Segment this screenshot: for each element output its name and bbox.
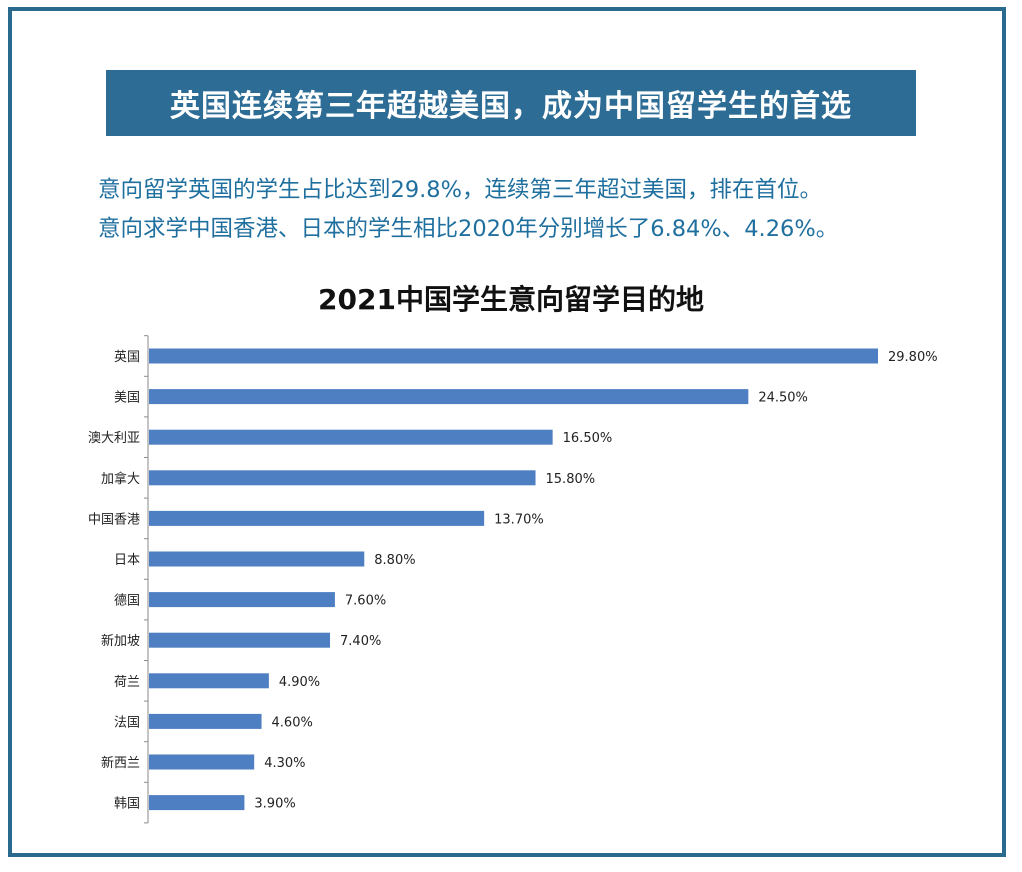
data-label: 4.60% bbox=[272, 715, 313, 730]
bar-1 bbox=[149, 389, 749, 405]
bar-3 bbox=[149, 470, 536, 486]
category-label: 中国香港 bbox=[88, 512, 140, 527]
bar-7 bbox=[149, 632, 331, 648]
category-label: 日本 bbox=[114, 553, 140, 568]
data-label: 29.80% bbox=[888, 350, 938, 365]
data-label: 7.60% bbox=[345, 594, 386, 609]
category-label: 英国 bbox=[114, 350, 140, 365]
data-label: 13.70% bbox=[494, 512, 544, 527]
category-label: 韩国 bbox=[114, 797, 140, 812]
bar-2 bbox=[149, 429, 553, 445]
category-label: 法国 bbox=[114, 715, 140, 730]
category-label: 德国 bbox=[114, 594, 140, 609]
bar-4 bbox=[149, 510, 485, 526]
data-label: 15.80% bbox=[546, 472, 596, 487]
subtitle-line-1: 意向留学英国的学生占比达到29.8%，连续第三年超过美国，排在首位。 bbox=[98, 177, 822, 203]
bar-8 bbox=[149, 673, 269, 689]
category-label: 新加坡 bbox=[101, 633, 140, 649]
data-label: 4.30% bbox=[264, 756, 305, 771]
data-label: 4.90% bbox=[279, 675, 320, 690]
chart-title: 2021中国学生意向留学目的地 bbox=[318, 283, 704, 316]
subtitle-line-2: 意向求学中国香港、日本的学生相比2020年分别增长了6.84%、4.26%。 bbox=[98, 216, 839, 242]
data-label: 16.50% bbox=[563, 431, 613, 446]
category-label: 美国 bbox=[114, 391, 140, 406]
data-label: 24.50% bbox=[758, 391, 808, 406]
data-label: 3.90% bbox=[254, 797, 295, 812]
bar-5 bbox=[149, 551, 365, 567]
bar-11 bbox=[149, 795, 245, 811]
banner-title: 英国连续第三年超越美国，成为中国留学生的首选 bbox=[106, 70, 916, 136]
category-label: 加拿大 bbox=[101, 471, 140, 487]
bar-6 bbox=[149, 592, 335, 608]
data-label: 7.40% bbox=[340, 634, 381, 649]
bar-9 bbox=[149, 713, 262, 729]
data-label: 8.80% bbox=[374, 553, 415, 568]
bar-10 bbox=[149, 754, 255, 770]
category-label: 荷兰 bbox=[114, 675, 140, 690]
category-label: 新西兰 bbox=[101, 755, 140, 771]
category-label: 澳大利亚 bbox=[88, 430, 140, 446]
bar-0 bbox=[149, 348, 878, 364]
